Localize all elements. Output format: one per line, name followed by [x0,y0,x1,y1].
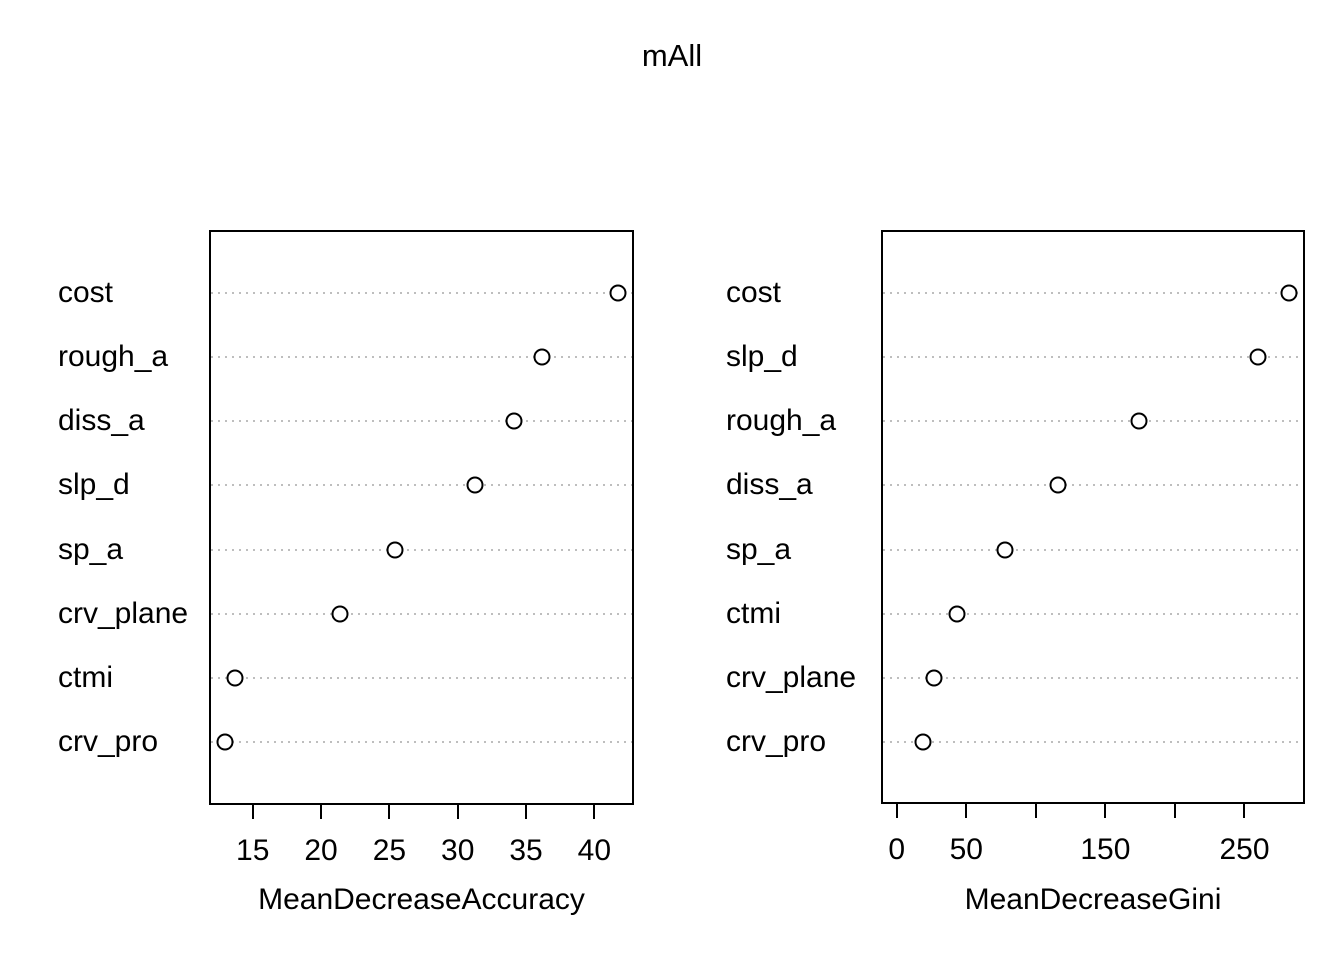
gridline [883,356,1303,359]
category-label-sp_a: sp_a [58,532,124,566]
category-label-crv_pro: crv_pro [726,724,827,758]
gridline [883,548,1303,551]
x-axis-tick [1104,804,1107,818]
x-axis-tick-label: 150 [1080,833,1131,866]
x-axis-tick [251,805,254,819]
category-label-ctmi: ctmi [726,596,781,630]
gridline [211,292,632,294]
data-point-diss_a [1049,476,1067,494]
gridline [883,676,1303,679]
data-point-ctmi [948,605,966,623]
category-label-slp_d: slp_d [58,468,130,502]
gridline [211,612,632,615]
x-axis-tick [388,805,391,819]
chart-title: mAll [641,38,703,73]
gridline [883,740,1303,743]
panel-box-meandecreasegini [881,230,1305,804]
x-axis-tick [965,804,968,818]
x-axis-tick [1034,804,1037,818]
data-point-cost [1280,284,1298,302]
gridline [211,676,632,679]
x-axis-tick [320,805,323,819]
data-point-diss_a [505,412,523,430]
data-point-ctmi [226,669,244,687]
panel-box-meandecreaseaccuracy [209,230,634,805]
gridline [211,484,632,487]
category-label-crv_plane: crv_plane [726,660,857,694]
category-label-rough_a: rough_a [58,340,169,374]
category-label-cost: cost [58,276,114,309]
x-axis-tick [456,805,459,819]
data-point-sp_a [386,541,404,559]
x-axis-tick [525,805,528,819]
data-point-sp_a [996,541,1014,559]
gridline [883,292,1303,294]
category-label-crv_plane: crv_plane [58,596,189,630]
category-label-rough_a: rough_a [726,404,837,438]
x-axis-title-meandecreaseaccuracy: MeanDecreaseAccuracy [258,883,585,916]
x-axis-title-meandecreasegini: MeanDecreaseGini [964,883,1222,916]
category-label-crv_pro: crv_pro [58,724,159,758]
gridline [211,420,632,423]
x-axis-tick [1173,804,1176,818]
gridline [211,356,632,359]
data-point-rough_a [533,348,551,366]
gridline [883,612,1303,615]
data-point-crv_plane [331,605,349,623]
data-point-cost [609,284,627,302]
category-label-sp_a: sp_a [726,532,792,566]
gridline [211,740,632,743]
x-axis-tick [1243,804,1246,818]
data-point-crv_pro [914,733,932,751]
gridline [883,484,1303,487]
x-axis-tick [895,804,898,818]
data-point-crv_plane [925,669,943,687]
data-point-crv_pro [216,733,234,751]
data-point-rough_a [1130,412,1148,430]
data-point-slp_d [466,476,484,494]
x-axis-tick-label: 50 [949,833,983,866]
x-axis-tick [593,805,596,819]
data-point-slp_d [1249,348,1267,366]
x-axis-tick-label: 30 [441,834,475,867]
category-label-slp_d: slp_d [726,340,798,374]
category-label-diss_a: diss_a [58,404,145,438]
x-axis-tick-label: 0 [888,833,906,866]
x-axis-tick-label: 15 [236,834,270,867]
category-label-ctmi: ctmi [58,660,113,694]
x-axis-tick-label: 40 [577,834,612,867]
x-axis-tick-label: 35 [509,834,543,867]
gridline [211,548,632,551]
gridline [883,420,1303,423]
x-axis-tick-label: 250 [1219,833,1270,866]
x-axis-tick-label: 20 [304,834,338,867]
category-label-cost: cost [726,276,782,309]
x-axis-tick-label: 25 [372,834,407,867]
category-label-diss_a: diss_a [726,468,813,502]
